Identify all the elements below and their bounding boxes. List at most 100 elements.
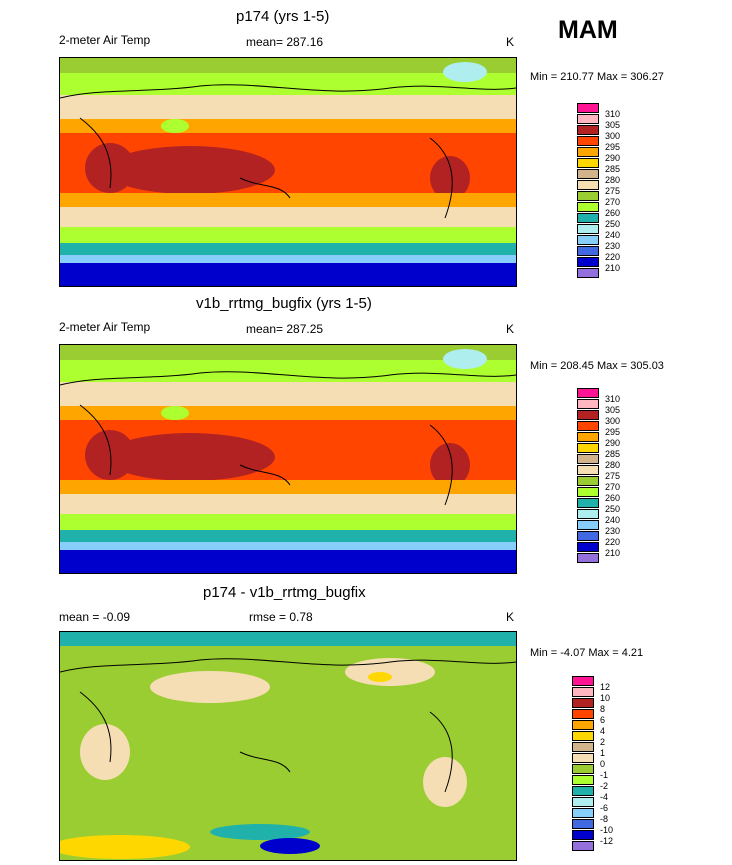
legend-label: 280 <box>605 175 621 185</box>
legend-swatch <box>577 224 599 234</box>
band-midlat-south <box>60 494 516 514</box>
legend-label: -12 <box>600 836 614 846</box>
legend-swatch <box>577 235 599 245</box>
legend-swatch <box>572 753 594 763</box>
panel-top-mean: mean= 287.16 <box>246 35 324 49</box>
legend-label: 8 <box>600 704 606 714</box>
legend-label: 285 <box>605 164 621 174</box>
band-midlat-north <box>60 382 516 406</box>
legend-swatch <box>577 476 599 486</box>
hot-africa <box>85 143 135 193</box>
legend-label: 270 <box>605 197 621 207</box>
panel-bot-minmax: Min = -4.07 Max = 4.21 <box>530 647 644 659</box>
band-antarctic-edge <box>60 255 516 263</box>
legend-label: 0 <box>600 759 606 769</box>
hot-africa <box>85 430 135 480</box>
legend-label: 280 <box>605 460 621 470</box>
legend-label: -10 <box>600 825 614 835</box>
legend-label: 2 <box>600 737 606 747</box>
panel-bot-title: p174 - v1b_rrtmg_bugfix <box>203 584 366 601</box>
legend-top: 310 305 300 295 290 285 280 275 270 260 250 240 230 2… <box>577 103 637 285</box>
legend-swatch <box>577 136 599 146</box>
band-midlat-south <box>60 207 516 227</box>
legend-swatch <box>572 687 594 697</box>
legend-mid: 310 305 300 295 290 285 280 275 270 260 250 240 230 2… <box>577 388 637 570</box>
legend-swatch <box>577 169 599 179</box>
panel-top-map <box>59 57 517 287</box>
legend-label: 285 <box>605 449 621 459</box>
legend-swatch <box>577 103 599 113</box>
panel-bot-units: K <box>506 610 515 624</box>
panel-top-minmax: Min = 210.77 Max = 306.27 <box>530 71 664 83</box>
diff-antarctic-warm <box>60 835 190 859</box>
legend-label: 275 <box>605 186 621 196</box>
legend-label: 220 <box>605 252 621 262</box>
legend-swatch <box>572 698 594 708</box>
legend-swatch <box>577 388 599 398</box>
coastlines <box>60 371 516 506</box>
legend-label: 4 <box>600 726 606 736</box>
panel-top-units: K <box>506 35 515 49</box>
legend-label: 6 <box>600 715 606 725</box>
legend-swatch <box>577 191 599 201</box>
legend-swatch <box>577 487 599 497</box>
season-label: MAM <box>558 16 618 44</box>
legend-swatch <box>577 498 599 508</box>
greenland <box>443 62 487 82</box>
legend-swatch <box>572 709 594 719</box>
band-south-ocean <box>60 227 516 243</box>
legend-swatch <box>572 819 594 829</box>
panel-mid-map <box>59 344 517 574</box>
band-subtrop-north <box>60 406 516 420</box>
legend-label: 210 <box>605 548 621 558</box>
legend-label: 10 <box>600 693 611 703</box>
panel-mid-mean: mean= 287.25 <box>246 322 324 336</box>
legend-label: 240 <box>605 230 621 240</box>
legend-swatch <box>577 246 599 256</box>
band-subtrop-south <box>60 480 516 494</box>
legend-label: 250 <box>605 219 621 229</box>
legend-label: -1 <box>600 770 609 780</box>
legend-label: 275 <box>605 471 621 481</box>
band-antarctic-edge <box>60 542 516 550</box>
legend-swatch <box>572 797 594 807</box>
legend-swatch <box>572 742 594 752</box>
greenland <box>443 349 487 369</box>
band-polar-north <box>60 345 516 360</box>
diff-antarctic-cold <box>260 838 320 854</box>
band-subarctic <box>60 73 516 95</box>
panel-top-field: 2-meter Air Temp <box>59 33 151 47</box>
panel-top-title: p174 (yrs 1-5) <box>236 8 330 25</box>
band-south-ocean-cool <box>60 530 516 542</box>
diff-hot-alaska <box>368 672 392 682</box>
legend-label: 305 <box>605 120 621 130</box>
legend-label: 300 <box>605 416 621 426</box>
legend-swatch <box>577 410 599 420</box>
diff-arctic-band <box>60 632 516 646</box>
legend-swatch <box>572 764 594 774</box>
panel-bot-rmse: rmse = 0.78 <box>249 610 313 624</box>
legend-label: 1 <box>600 748 606 758</box>
legend-label: 260 <box>605 493 621 503</box>
panel-mid-field: 2-meter Air Temp <box>59 320 151 334</box>
legend-swatch <box>572 830 594 840</box>
legend-label: 250 <box>605 504 621 514</box>
legend-swatch <box>577 531 599 541</box>
legend-label: 300 <box>605 131 621 141</box>
tibet <box>161 406 189 420</box>
panel-mid-title: v1b_rrtmg_bugfix (yrs 1-5) <box>196 295 372 312</box>
legend-label: 230 <box>605 526 621 536</box>
legend-swatch <box>577 213 599 223</box>
legend-label: 220 <box>605 537 621 547</box>
legend-swatch <box>577 553 599 563</box>
legend-swatch <box>577 454 599 464</box>
legend-swatch <box>572 786 594 796</box>
legend-label: 12 <box>600 682 611 692</box>
panel-bot-mean: mean = -0.09 <box>59 610 131 624</box>
legend-swatch <box>572 808 594 818</box>
legend-label: 305 <box>605 405 621 415</box>
hot-indian-ocean <box>105 433 275 481</box>
legend-swatch <box>577 125 599 135</box>
diff-warm-north-america <box>345 658 435 686</box>
legend-swatch <box>577 180 599 190</box>
